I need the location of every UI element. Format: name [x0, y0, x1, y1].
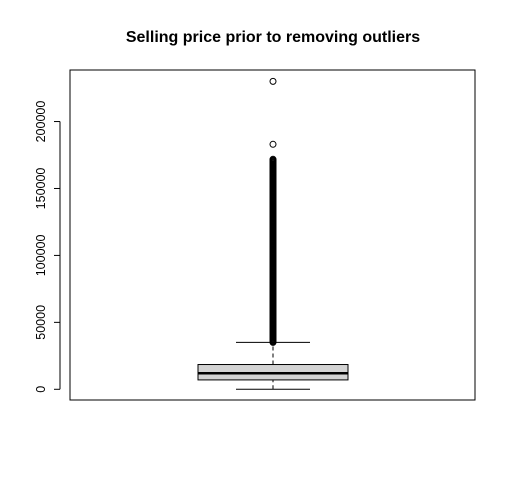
y-tick-label: 100000 [34, 235, 48, 277]
outlier-point [269, 140, 277, 148]
y-tick-label: 200000 [34, 101, 48, 143]
outlier-point [269, 77, 277, 85]
plot-area [197, 77, 349, 390]
chart-title: Selling price prior to removing outliers [126, 29, 420, 46]
y-tick-label: 50000 [34, 305, 48, 340]
y-tick-label: 150000 [34, 168, 48, 210]
outlier-point [269, 155, 277, 163]
plot-frame [69, 69, 476, 401]
y-axis: 0 50000 100000 150000 200000 [34, 101, 61, 393]
y-tick-label: 0 [34, 386, 48, 393]
